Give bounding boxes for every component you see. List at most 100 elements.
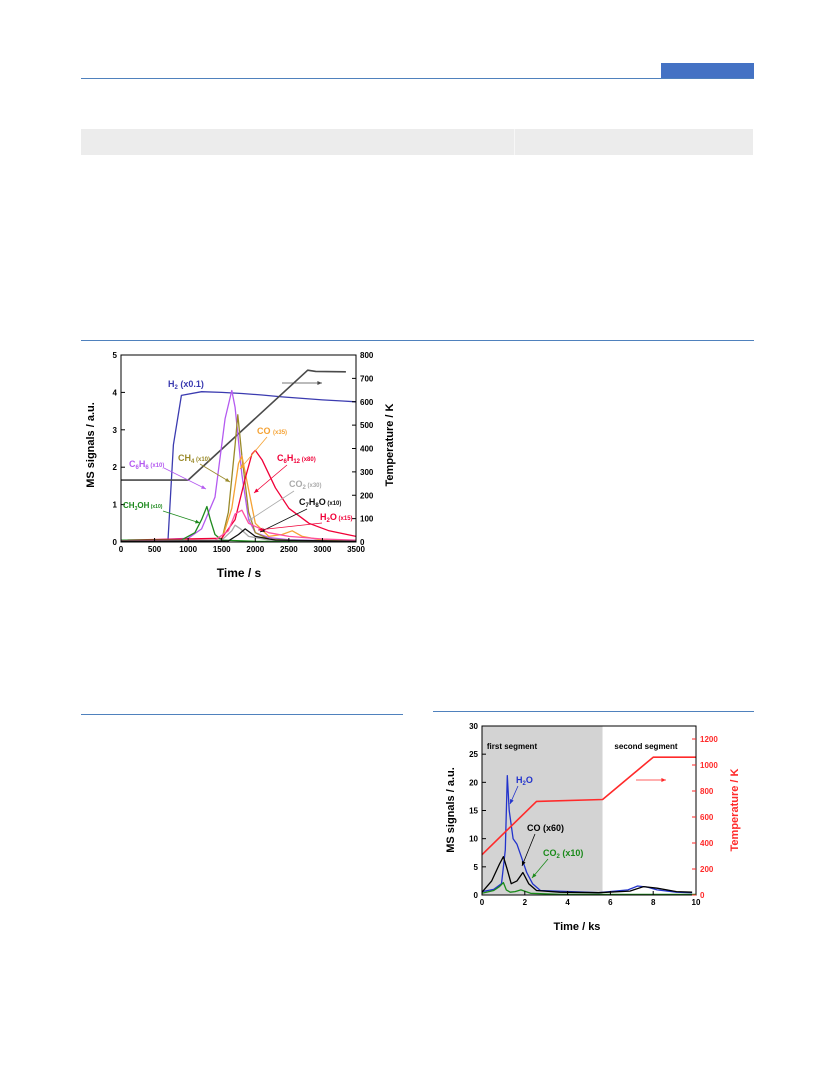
arrow-head: [317, 381, 322, 385]
svg-text:H2O: H2O: [516, 775, 533, 787]
label-co2: CO2 (x10): [543, 848, 583, 860]
x-tick-label: 500: [148, 545, 162, 554]
table-header-band: [81, 129, 753, 155]
region-label-first: first segment: [487, 742, 538, 751]
label-h2o: H2O: [516, 775, 533, 787]
svg-text:CH3OH (x10): CH3OH (x10): [123, 501, 163, 512]
series-line-ch3oh-x10: [121, 505, 357, 543]
arrow-head: [201, 485, 206, 489]
arrow-head: [254, 488, 259, 493]
y2-tick-label: 400: [700, 839, 714, 848]
y2-tick-label: 500: [360, 421, 374, 430]
label-c7h8o: C7H8O (x10): [299, 497, 341, 509]
y-tick-label: 20: [469, 778, 478, 787]
label-c6h12: C6H12 (x80): [277, 453, 316, 465]
label-ch3oh: CH3OH (x10): [123, 501, 163, 512]
series-line-h2-x0-1: [120, 391, 357, 542]
y2-tick-label: 100: [360, 515, 374, 524]
svg-text:CO2 (x30): CO2 (x30): [289, 479, 322, 491]
y-tick-label: 30: [469, 722, 478, 731]
header-badge: [661, 63, 754, 78]
annotation-arrow: [239, 436, 268, 470]
svg-text:CH4 (x10): CH4 (x10): [178, 453, 210, 465]
right-column-rule: [433, 711, 754, 712]
x-tick-label: 2000: [246, 545, 264, 554]
y2-tick-label: 1200: [700, 735, 718, 744]
x-tick-label: 4: [565, 898, 570, 907]
annotation-arrows: [509, 778, 666, 879]
annotation-arrow: [162, 510, 201, 524]
series-line-c7h8o-x10: [120, 528, 357, 542]
y-tick-label: 10: [469, 835, 478, 844]
x-tick-label: 1000: [179, 545, 197, 554]
series-line-c6h6-x10: [120, 389, 323, 542]
arrow-head: [225, 477, 230, 482]
y2-axis-label: Temperature / K: [729, 768, 741, 851]
label-co: CO (x35): [257, 426, 287, 436]
y2-tick-label: 800: [360, 351, 374, 360]
series-line-co-x35: [120, 455, 357, 542]
svg-text:C6H12 (x80): C6H12 (x80): [277, 453, 316, 465]
series-line-co2-x10: [481, 881, 696, 896]
x-axis-label: Time / ks: [554, 921, 601, 933]
arrow-head: [195, 519, 200, 524]
annotation-arrow: [521, 833, 536, 867]
arrow-head: [532, 873, 537, 878]
arrow-head: [521, 861, 526, 866]
y2-tick-label: 600: [700, 813, 714, 822]
annotation-arrow: [247, 490, 295, 522]
figure-1-chart: 0 500 1000 1500 2000 2500 3000 3500012345010020…: [85, 351, 396, 580]
svg-text:H2 (x0.1): H2 (x0.1): [168, 379, 204, 391]
x-tick-label: 0: [480, 898, 485, 907]
x-axis-label: Time / s: [217, 566, 262, 580]
y2-tick-label: 800: [700, 787, 714, 796]
band-divider: [514, 129, 515, 155]
svg-text:H2O (x15): H2O (x15): [320, 512, 353, 524]
annotation-arrow: [259, 508, 308, 533]
label-c6h6: C6H6 (x10): [129, 459, 164, 471]
annotation-arrow: [163, 467, 207, 490]
y-tick-label: 3: [113, 426, 118, 435]
y2-tick-label: 300: [360, 468, 374, 477]
x-tick-label: 1500: [213, 545, 231, 554]
svg-text:C7H8O (x10): C7H8O (x10): [299, 497, 341, 509]
annotation-arrow: [199, 463, 231, 483]
label-co2: CO2 (x30): [289, 479, 322, 491]
y-tick-label: 0: [113, 538, 118, 547]
label-ch4: CH4 (x10): [178, 453, 210, 465]
arrow-head: [258, 527, 263, 532]
series-line-co-x60: [481, 856, 693, 894]
y-tick-label: 15: [469, 807, 478, 816]
x-tick-label: 6: [608, 898, 613, 907]
series-line-c6h12-x80: [120, 449, 357, 541]
y2-tick-label: 400: [360, 445, 374, 454]
arrow-head: [510, 799, 514, 804]
y-tick-label: 5: [113, 351, 118, 360]
svg-text:CO (x60): CO (x60): [527, 823, 564, 833]
x-tick-label: 3500: [347, 545, 365, 554]
series-line-h2o-x15: [120, 509, 357, 542]
x-tick-label: 2500: [280, 545, 298, 554]
annotation-arrow: [253, 464, 288, 494]
x-tick-label: 0: [119, 545, 124, 554]
svg-text:CO2 (x10): CO2 (x10): [543, 848, 583, 860]
y-axis-label: MS signals / a.u.: [85, 402, 97, 488]
series-line-temperature: [481, 756, 696, 856]
annotation-arrows: [162, 381, 323, 533]
y-tick-label: 4: [113, 388, 118, 397]
x-tick-label: 2: [523, 898, 528, 907]
x-tick-label: 8: [651, 898, 656, 907]
annotation-arrow: [257, 522, 323, 531]
series-line-co2-x30: [120, 524, 357, 542]
y-tick-label: 1: [113, 501, 118, 510]
y2-tick-label: 200: [700, 865, 714, 874]
y2-tick-label: 700: [360, 374, 374, 383]
y2-tick-label: 600: [360, 398, 374, 407]
y-tick-label: 2: [113, 463, 118, 472]
header-rule: [81, 78, 754, 79]
svg-text:CO (x35): CO (x35): [257, 426, 287, 436]
section-rule: [81, 340, 754, 341]
y-tick-label: 0: [474, 891, 479, 900]
label-co: CO (x60): [527, 823, 564, 833]
x-tick-label: 3000: [314, 545, 332, 554]
